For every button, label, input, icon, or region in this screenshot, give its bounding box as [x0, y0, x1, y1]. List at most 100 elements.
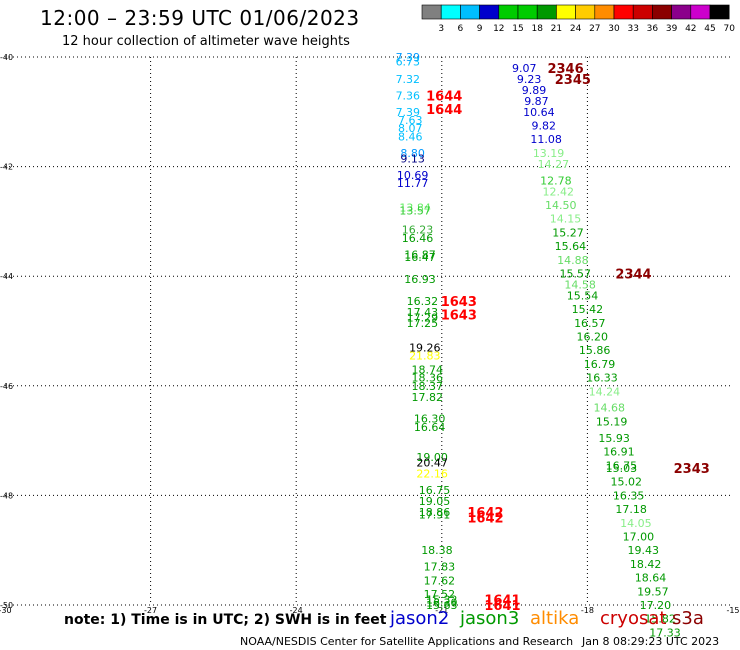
wave-height-value: 17.18 [615, 503, 647, 516]
wave-height-value: 15.57 [560, 267, 592, 280]
color-scale-label: 3 [438, 24, 444, 34]
wave-height-value: 17.62 [424, 574, 456, 587]
wave-height-value: 14.58 [564, 278, 596, 291]
wave-height-value: 14.24 [589, 385, 621, 398]
legend-jason3: jason3 [460, 608, 520, 629]
color-scale-label: 27 [589, 24, 600, 34]
wave-height-value: 12.78 [540, 174, 572, 187]
color-swatch [709, 4, 730, 20]
legend-s3a: s3a [672, 608, 704, 629]
pass-time-label: 1641 [484, 594, 520, 609]
lon-label: -30 [0, 606, 12, 615]
wave-height-value: 15.63 [426, 599, 458, 612]
legend-altika: altika [530, 608, 580, 629]
wave-height-value: 15.86 [579, 344, 611, 357]
wave-height-value: 17.83 [424, 561, 456, 574]
lon-label: -24 [290, 606, 303, 615]
wave-height-value: 16.75 [419, 484, 451, 497]
wave-height-value: 15.02 [610, 476, 642, 489]
pass-time-label: 1642 [467, 511, 503, 526]
wave-height-value: 19.26 [409, 341, 441, 354]
color-scale-label: 12 [493, 24, 504, 34]
lon-label: -27 [144, 606, 157, 615]
wave-height-value: 9.07 [512, 62, 537, 75]
wave-height-value: 19.57 [637, 585, 669, 598]
pass-time-label: 2346 [547, 62, 583, 77]
lon-label: -15 [726, 606, 739, 615]
wave-height-value: 12.42 [543, 185, 575, 198]
wave-height-value: 15.32 [426, 594, 458, 607]
wave-height-value: 7.36 [396, 89, 421, 102]
wave-height-value: 17.91 [419, 509, 451, 522]
color-scale-label: 70 [723, 24, 735, 34]
lon-label: -21 [435, 606, 448, 615]
wave-height-value: 16.46 [402, 232, 434, 245]
wave-height-value: 15.64 [555, 240, 587, 253]
wave-height-value: 18.64 [635, 572, 667, 585]
lat-label: -44 [0, 272, 13, 281]
wave-height-value: 15.93 [598, 432, 630, 445]
wave-height-value: 16.30 [414, 413, 446, 426]
wave-height-value: 14.27 [538, 158, 570, 171]
lat-label: -50 [0, 601, 13, 610]
wave-height-value: 7.32 [396, 73, 421, 86]
wave-height-value: 9.87 [524, 95, 549, 108]
wave-height-value: 13.19 [533, 147, 565, 160]
color-scale-label: 9 [477, 24, 483, 34]
wave-height-value: 8.46 [398, 130, 423, 143]
wave-height-value: 7.63 [398, 114, 423, 127]
wave-height-value: 9.82 [531, 120, 556, 133]
page-subtitle: 12 hour collection of altimeter wave hei… [62, 34, 350, 49]
lat-label: -42 [0, 163, 13, 172]
wave-height-value: 16.33 [586, 372, 618, 385]
wave-height-value: 14.88 [557, 254, 589, 267]
wave-height-value: 17.00 [623, 531, 655, 544]
lon-label: -18 [581, 606, 594, 615]
footer-timestamp: Jan 8 08:29:23 UTC 2023 [582, 635, 720, 648]
color-scale-label: 33 [627, 24, 638, 34]
wave-height-value: 10.69 [397, 169, 429, 182]
wave-height-value: 9.13 [400, 152, 425, 165]
color-scale-label: 36 [647, 24, 659, 34]
wave-height-value: 16.87 [404, 248, 436, 261]
wave-height-value: 22.16 [416, 467, 448, 480]
lat-label: -46 [0, 382, 13, 391]
color-scale-label: 39 [666, 24, 678, 34]
wave-height-value: 14.68 [593, 402, 625, 415]
wave-height-value: 16.30 [426, 596, 458, 609]
wave-height-value: 16.47 [404, 251, 436, 264]
wave-height-value: 16.32 [407, 295, 439, 308]
wave-height-value: 17.20 [640, 599, 672, 612]
wave-height-value: 19.43 [627, 544, 659, 557]
wave-height-value: 16.64 [414, 421, 446, 434]
pass-time-label: 2345 [555, 73, 591, 88]
wave-height-value: 17.52 [424, 588, 456, 601]
wave-height-value: 16.23 [402, 224, 434, 237]
wave-height-value: 20.47 [416, 457, 448, 470]
wave-height-value: 15.82 [644, 613, 676, 626]
wave-height-value: 16.75 [606, 459, 638, 472]
pass-time-label: 2343 [674, 462, 710, 477]
wave-height-value: 16.20 [577, 330, 609, 343]
wave-height-value: 18.86 [419, 506, 451, 519]
legend-jason2: jason2 [390, 608, 450, 629]
wave-height-value: 16.93 [404, 273, 436, 286]
wave-height-value: 9.89 [522, 84, 547, 97]
wave-height-value: 8.07 [398, 122, 423, 135]
wave-height-value: 21.83 [409, 350, 441, 363]
wave-height-value: 7.39 [396, 106, 421, 119]
wave-height-value: 14.05 [620, 517, 652, 530]
legend-cryosat: cryosat [600, 608, 667, 629]
wave-height-value: 17.82 [411, 391, 443, 404]
lat-label: -40 [0, 53, 13, 62]
wave-height-value: 9.23 [517, 73, 542, 86]
wave-height-value: 15.27 [552, 226, 584, 239]
wave-height-value: 11.08 [530, 133, 562, 146]
wave-height-value: 17.33 [649, 626, 681, 639]
wave-height-value: 13.84 [399, 202, 431, 215]
wave-height-value: 14.15 [550, 213, 582, 226]
wave-height-value: 15.42 [572, 303, 604, 316]
pass-time-label: 1643 [441, 295, 477, 310]
color-scale-label: 6 [458, 24, 464, 34]
